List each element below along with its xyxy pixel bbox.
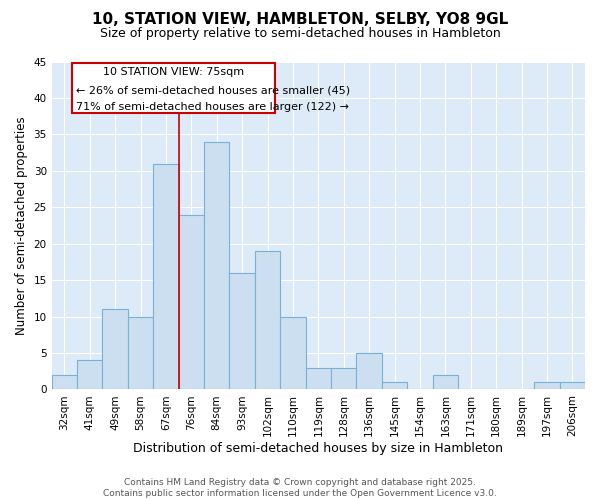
Bar: [72, 63, 275, 112]
Bar: [560, 382, 585, 390]
Bar: [534, 382, 560, 390]
Text: Contains HM Land Registry data © Crown copyright and database right 2025.
Contai: Contains HM Land Registry data © Crown c…: [103, 478, 497, 498]
Bar: [204, 142, 229, 390]
Bar: [382, 382, 407, 390]
Bar: [305, 368, 331, 390]
Bar: [179, 214, 204, 390]
Bar: [331, 368, 356, 390]
Text: 71% of semi-detached houses are larger (122) →: 71% of semi-detached houses are larger (…: [76, 102, 349, 112]
Bar: [229, 273, 255, 390]
Text: 10 STATION VIEW: 75sqm: 10 STATION VIEW: 75sqm: [103, 66, 244, 76]
Text: Size of property relative to semi-detached houses in Hambleton: Size of property relative to semi-detach…: [100, 28, 500, 40]
Y-axis label: Number of semi-detached properties: Number of semi-detached properties: [15, 116, 28, 335]
X-axis label: Distribution of semi-detached houses by size in Hambleton: Distribution of semi-detached houses by …: [133, 442, 503, 455]
Bar: [356, 353, 382, 390]
Bar: [255, 251, 280, 390]
Bar: [433, 375, 458, 390]
Bar: [52, 375, 77, 390]
Bar: [280, 316, 305, 390]
Bar: [153, 164, 179, 390]
Bar: [128, 316, 153, 390]
Bar: [77, 360, 103, 390]
Text: 10, STATION VIEW, HAMBLETON, SELBY, YO8 9GL: 10, STATION VIEW, HAMBLETON, SELBY, YO8 …: [92, 12, 508, 28]
Text: ← 26% of semi-detached houses are smaller (45): ← 26% of semi-detached houses are smalle…: [76, 85, 350, 95]
Bar: [103, 310, 128, 390]
